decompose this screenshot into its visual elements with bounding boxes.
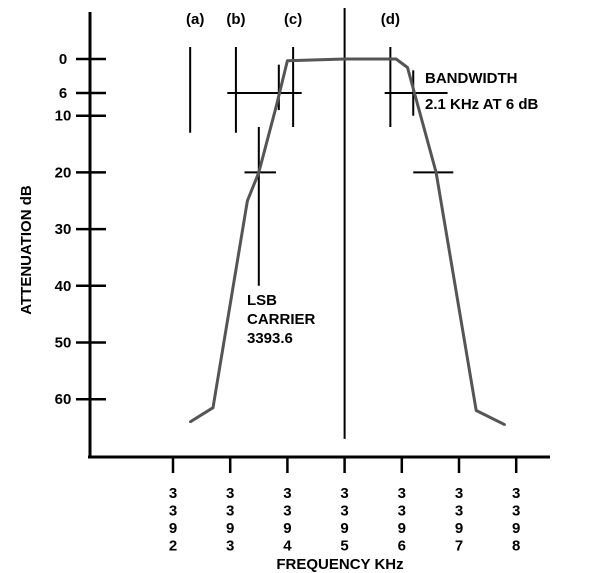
y-axis-label: ATTENUATION dB — [18, 185, 35, 315]
x-tick-digit: 3 — [283, 485, 291, 502]
curve-point — [274, 105, 278, 109]
curve-point — [257, 171, 260, 174]
y-tick-label: 50 — [55, 335, 72, 352]
x-tick-digit: 3 — [226, 485, 234, 502]
x-tick-digit: 3 — [169, 503, 177, 520]
x-tick-digit: 9 — [398, 520, 406, 537]
x-tick-digit: 3 — [340, 503, 348, 520]
x-tick-digit: 3 — [226, 538, 234, 555]
y-tick-label: 10 — [55, 108, 72, 125]
curve-point — [406, 66, 409, 69]
curve-point — [474, 409, 478, 412]
y-tick-label: 60 — [55, 391, 72, 408]
x-tick-digit: 3 — [398, 485, 406, 502]
curve-point — [246, 199, 249, 202]
reference-label: (c) — [284, 11, 302, 28]
x-tick-digit: 9 — [340, 520, 348, 537]
curve-point — [343, 57, 346, 61]
x-tick-digit: 9 — [169, 520, 177, 537]
x-tick-digit: 9 — [283, 520, 291, 537]
y-tick-label: 6 — [59, 85, 67, 102]
bandwidth-annotation-line1: BANDWIDTH — [425, 70, 517, 87]
x-tick-digit: 9 — [455, 520, 463, 537]
x-tick-digit: 9 — [512, 520, 520, 537]
x-tick-digit: 8 — [512, 538, 520, 555]
x-tick-digit: 3 — [226, 503, 234, 520]
x-tick-digit: 3 — [512, 503, 520, 520]
curve-point — [434, 171, 438, 174]
y-tick-label: 40 — [55, 278, 72, 295]
carrier-annotation-line2: CARRIER — [247, 311, 316, 328]
x-axis-label: FREQUENCY KHz — [276, 556, 403, 573]
y-tick-label: 0 — [59, 51, 67, 68]
curve-point — [211, 406, 215, 409]
y-tick-label: 30 — [55, 221, 72, 238]
reference-label: (d) — [381, 11, 400, 28]
x-tick-digit: 5 — [340, 538, 348, 555]
x-tick-digit: 3 — [398, 503, 406, 520]
x-tick-digit: 3 — [340, 485, 348, 502]
x-tick-digit: 6 — [398, 538, 406, 555]
x-tick-digit: 3 — [455, 485, 463, 502]
curve-point — [286, 59, 289, 62]
bandwidth-annotation-line2: 2.1 KHz AT 6 dB — [425, 96, 539, 113]
x-tick-digit: 7 — [455, 538, 463, 555]
reference-label: (b) — [226, 11, 245, 28]
x-tick-digit: 3 — [283, 503, 291, 520]
x-tick-digit: 2 — [169, 538, 177, 555]
curve-point — [503, 423, 506, 426]
x-tick-digit: 9 — [226, 520, 234, 537]
curve-point — [188, 420, 192, 424]
reference-label: (a) — [186, 11, 204, 28]
x-tick-digit: 3 — [512, 485, 520, 502]
carrier-annotation-line1: LSB — [247, 292, 277, 309]
x-tick-digit: 4 — [283, 538, 292, 555]
x-tick-digit: 3 — [169, 485, 177, 502]
y-tick-label: 20 — [55, 164, 72, 181]
carrier-annotation-line3: 3393.6 — [247, 330, 293, 347]
x-tick-digit: 3 — [455, 503, 463, 520]
curve-point — [394, 57, 398, 61]
passband-curve — [189, 57, 506, 427]
